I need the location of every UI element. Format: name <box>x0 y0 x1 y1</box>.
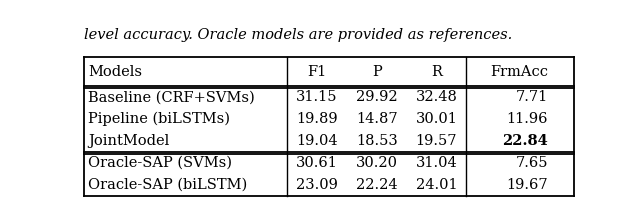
Text: Models: Models <box>88 65 142 78</box>
Text: 19.89: 19.89 <box>296 112 338 126</box>
Text: Oracle-SAP (SVMs): Oracle-SAP (SVMs) <box>88 156 232 170</box>
Text: 18.53: 18.53 <box>356 134 397 148</box>
Text: 29.92: 29.92 <box>356 90 397 104</box>
Text: R: R <box>431 65 442 78</box>
Text: 32.48: 32.48 <box>415 90 458 104</box>
Text: level accuracy. Oracle models are provided as references.: level accuracy. Oracle models are provid… <box>84 28 512 42</box>
Text: JointModel: JointModel <box>88 134 169 148</box>
Text: 24.01: 24.01 <box>415 178 457 192</box>
Text: 7.71: 7.71 <box>516 90 548 104</box>
Text: 14.87: 14.87 <box>356 112 397 126</box>
Text: FrmAcc: FrmAcc <box>490 65 548 78</box>
Text: 19.67: 19.67 <box>506 178 548 192</box>
Text: 31.04: 31.04 <box>415 156 458 170</box>
Text: 22.24: 22.24 <box>356 178 397 192</box>
Text: Pipeline (biLSTMs): Pipeline (biLSTMs) <box>88 112 230 126</box>
Text: 30.61: 30.61 <box>296 156 338 170</box>
Text: Baseline (CRF+SVMs): Baseline (CRF+SVMs) <box>88 90 255 104</box>
Text: F1: F1 <box>307 65 326 78</box>
Text: 31.15: 31.15 <box>296 90 338 104</box>
Text: 23.09: 23.09 <box>296 178 338 192</box>
Text: P: P <box>372 65 381 78</box>
Text: 30.20: 30.20 <box>356 156 397 170</box>
Text: 19.57: 19.57 <box>416 134 457 148</box>
Text: 19.04: 19.04 <box>296 134 338 148</box>
Text: 30.01: 30.01 <box>415 112 458 126</box>
Text: 22.84: 22.84 <box>502 134 548 148</box>
Text: 7.65: 7.65 <box>515 156 548 170</box>
Text: Oracle-SAP (biLSTM): Oracle-SAP (biLSTM) <box>88 178 247 192</box>
Text: 11.96: 11.96 <box>506 112 548 126</box>
